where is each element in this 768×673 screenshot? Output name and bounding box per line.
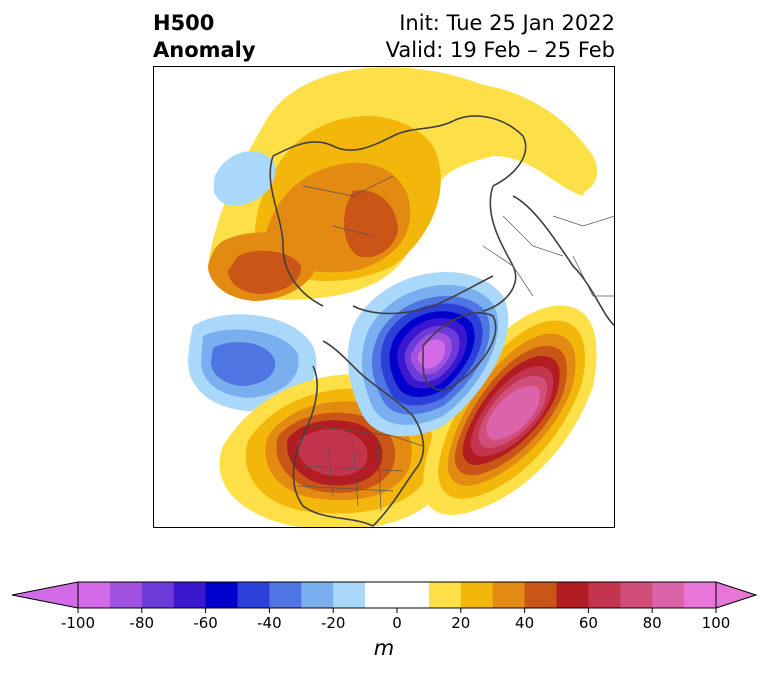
colorbar-unit-label: m (373, 636, 395, 660)
anomaly-positive-siberia-arctic (208, 67, 598, 301)
colorbar-segment (428, 582, 462, 608)
colorbar-tick-label: 60 (579, 614, 598, 628)
colorbar-segment (684, 582, 717, 608)
colorbar-tick-label: -40 (257, 614, 282, 628)
colorbar-segment (460, 582, 494, 608)
colorbar-segment (620, 582, 653, 608)
colorbar-tick-label: -80 (130, 614, 155, 628)
borders (297, 175, 615, 512)
colorbar-tick-label: -60 (193, 614, 218, 628)
colorbar-tick-label: -20 (321, 614, 346, 628)
colorbar-segment (556, 582, 589, 608)
colorbar-segment (205, 582, 238, 608)
colorbar-segment (269, 582, 302, 608)
colorbar-extend-low (11, 581, 79, 609)
anomaly-positive-north-atlantic (423, 305, 597, 515)
anomaly-negative-north-pacific (188, 314, 317, 411)
colorbar-segment (141, 582, 175, 608)
colorbar-extend-high (715, 581, 758, 609)
colorbar-segment (397, 582, 430, 608)
title-field: Anomaly (153, 38, 256, 62)
colorbar-tick-label: 80 (643, 614, 662, 628)
colorbar-segment (365, 582, 398, 608)
title-variable: H500 (153, 11, 215, 35)
colorbar-tick-label: -100 (61, 614, 95, 628)
colorbar-tick-label: 20 (451, 614, 470, 628)
colorbar-segment (237, 582, 270, 608)
colorbar-segment (333, 582, 366, 608)
coastlines (269, 115, 615, 527)
map-frame (153, 66, 615, 528)
title-valid-range: Valid: 19 Feb – 25 Feb (385, 38, 615, 62)
colorbar-segment (492, 582, 526, 608)
colorbar-segment (652, 582, 685, 608)
title-left: H500 Anomaly (153, 10, 256, 64)
colorbar: -100 -80 -60 -40 -20 0 20 40 60 80 100 (11, 581, 758, 628)
colorbar-segment (109, 582, 143, 608)
title-right: Init: Tue 25 Jan 2022 Valid: 19 Feb – 25… (386, 10, 615, 64)
anomaly-map (153, 66, 615, 528)
anomaly-negative-bering (213, 151, 276, 206)
colorbar-tick-label: 40 (515, 614, 534, 628)
colorbar-segment (78, 582, 111, 608)
colorbar-tick-label: 0 (392, 614, 402, 628)
colorbar-segment (524, 582, 557, 608)
colorbar-segment (173, 582, 207, 608)
title-init-date: Init: Tue 25 Jan 2022 (399, 11, 615, 35)
colorbar-tick-label: 100 (702, 614, 731, 628)
colorbar-segment (301, 582, 334, 608)
colorbar-segment (588, 582, 621, 608)
